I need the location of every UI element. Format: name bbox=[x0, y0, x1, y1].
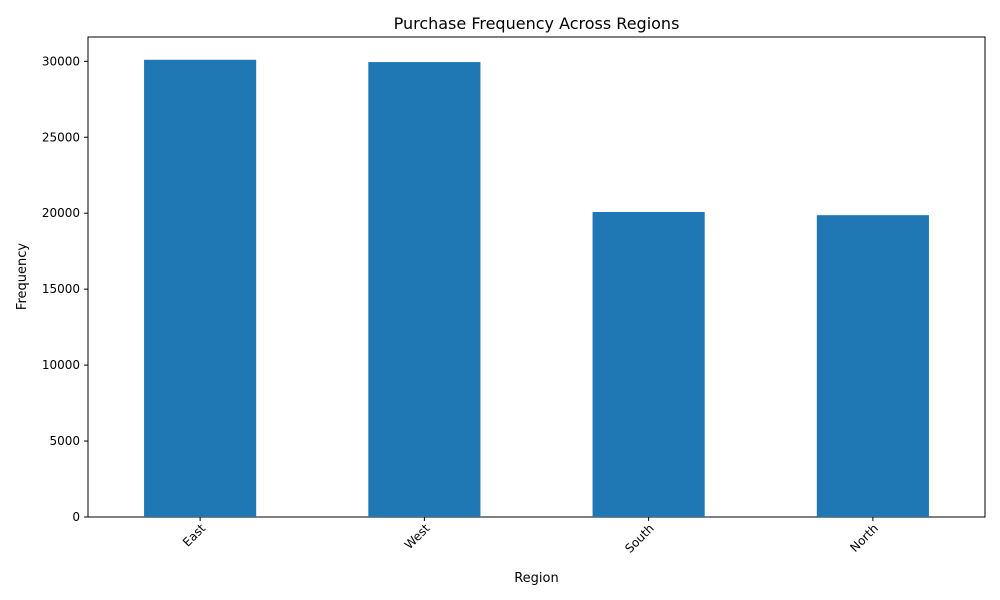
y-tick-label: 25000 bbox=[42, 130, 80, 144]
bar-south bbox=[592, 211, 705, 517]
plot-area bbox=[87, 36, 986, 518]
y-tick-label: 15000 bbox=[42, 282, 80, 296]
x-tick-label: East bbox=[180, 521, 208, 549]
plot-frame bbox=[87, 36, 986, 518]
bar-west bbox=[368, 62, 481, 517]
y-tick-label: 30000 bbox=[42, 54, 80, 68]
x-tick-label: South bbox=[622, 521, 657, 556]
y-tick-label: 5000 bbox=[49, 434, 80, 448]
bar-east bbox=[144, 59, 257, 517]
bars-group bbox=[144, 59, 929, 517]
y-tick-label: 10000 bbox=[42, 358, 80, 372]
y-axis: 0 5000 10000 15000 20000 25000 30000 bbox=[42, 54, 88, 524]
x-axis: East West South North bbox=[180, 517, 881, 556]
chart-title: Purchase Frequency Across Regions bbox=[394, 14, 680, 33]
bar-north bbox=[816, 215, 929, 517]
y-axis-label: Frequency bbox=[15, 243, 30, 310]
y-tick-label: 0 bbox=[72, 510, 80, 524]
x-tick-label: North bbox=[847, 521, 881, 555]
x-axis-label: Region bbox=[514, 571, 559, 586]
y-tick-label: 20000 bbox=[42, 206, 80, 220]
x-tick-label: West bbox=[402, 521, 433, 552]
